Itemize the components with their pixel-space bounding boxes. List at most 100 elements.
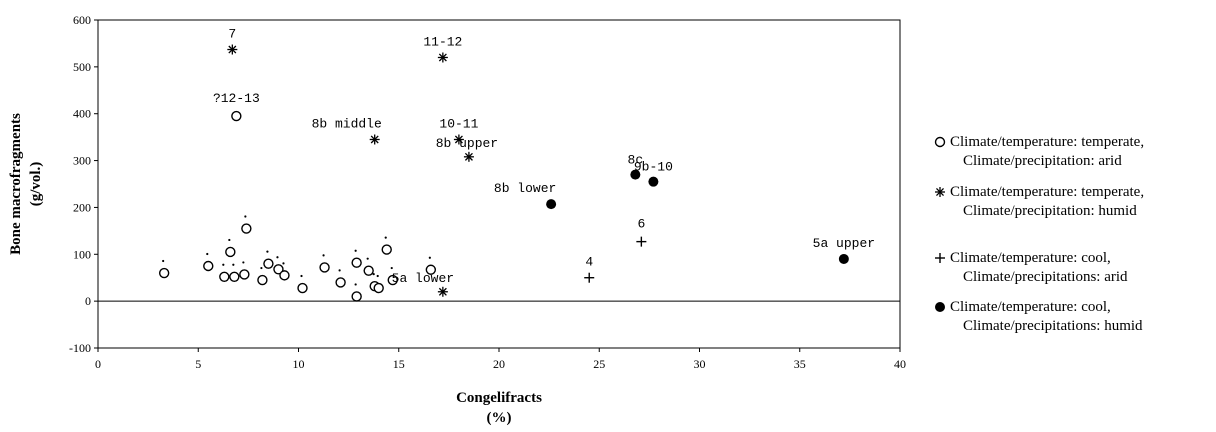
- y-axis-title: Bone macrofragments: [8, 113, 24, 255]
- x-axis-title: Congelifracts: [456, 390, 542, 406]
- point-label-dot: [390, 266, 393, 270]
- point-label: 11-12: [423, 34, 462, 49]
- data-point-temperate-arid: [319, 262, 330, 273]
- data-point-temperate-arid: [229, 271, 240, 282]
- data-points: [158, 44, 849, 302]
- x-tick-label: 30: [694, 357, 706, 371]
- point-label: 9b-10: [634, 160, 673, 175]
- data-point-temperate-arid: [351, 257, 362, 268]
- point-label: 5a lower: [392, 271, 454, 286]
- point-label-dot: [282, 262, 285, 265]
- x-tick-label: 25: [593, 357, 605, 371]
- y-tick-label: 400: [73, 107, 91, 121]
- point-label-dot: [162, 259, 165, 263]
- data-point-temperate-arid: [219, 271, 230, 282]
- x-tick-label: 10: [293, 357, 305, 371]
- data-point-temperate-arid: [335, 277, 346, 288]
- legend-marker-temperate-arid: [934, 136, 946, 148]
- point-labels: ?12-13 7 11-12 8b middle 10-11 8b upper 5a low…: [162, 27, 875, 286]
- legend-item-cool-arid: Climate/temperature: cool, Climate/precip…: [935, 250, 1128, 285]
- point-label-dot: [372, 273, 375, 276]
- data-point-temperate-arid: [425, 264, 437, 275]
- point-label: 8b lower: [494, 181, 556, 196]
- data-point-temperate-arid: [381, 244, 392, 255]
- point-label-dot: [354, 249, 357, 252]
- y-tick-label: -100: [69, 341, 91, 355]
- point-label-dot: [376, 274, 379, 278]
- point-label-dot: [222, 263, 225, 266]
- point-label-dot: [244, 215, 247, 218]
- data-point-temperate-arid: [241, 223, 252, 234]
- point-label-dot: [242, 261, 245, 264]
- legend-item-temperate-arid: Climate/temperature: temperate, Climate/p…: [934, 134, 1144, 169]
- y-tick-label: 0: [85, 294, 91, 308]
- data-point-temperate-arid: [263, 258, 274, 269]
- y-tick-label: 200: [73, 200, 91, 214]
- point-label: 8b middle: [312, 116, 382, 131]
- data-point-temperate-arid: [363, 265, 374, 276]
- legend-item-temperate-humid: Climate/temperature: temperate, Climate/p…: [935, 184, 1144, 219]
- point-label-dot: [366, 257, 369, 260]
- data-point-temperate-arid: [239, 269, 250, 280]
- x-tick-label: 35: [794, 357, 806, 371]
- data-point-cool-arid: [636, 236, 647, 247]
- data-point-temperate-humid: [463, 151, 474, 162]
- y-tick-label: 300: [73, 154, 91, 168]
- point-label-dot: [276, 256, 279, 259]
- point-label: 4: [585, 255, 593, 270]
- point-label-dot: [300, 274, 303, 278]
- data-point-cool-humid: [630, 169, 641, 180]
- legend-marker-temperate-humid: [935, 187, 945, 197]
- legend-label-line1: Climate/temperature: temperate,: [950, 184, 1144, 200]
- data-point-temperate-humid: [437, 52, 448, 63]
- y-axis-unit: (g/vol.): [28, 162, 44, 207]
- data-point-cool-arid: [584, 272, 595, 283]
- data-point-cool-humid: [546, 199, 557, 210]
- legend-label-line2: Climate/precipitations: arid: [963, 269, 1128, 285]
- data-point-temperate-arid: [203, 260, 214, 272]
- data-point-temperate-humid: [227, 44, 238, 55]
- legend-label-line2: Climate/precipitation: arid: [963, 153, 1122, 169]
- data-point-temperate-humid: [453, 134, 464, 145]
- point-label: 10-11: [439, 116, 478, 131]
- data-point-temperate-arid: [158, 267, 170, 279]
- point-label-dot: [338, 269, 341, 272]
- point-label-dot: [428, 256, 431, 259]
- data-point-temperate-arid: [273, 264, 284, 275]
- point-label: 8c: [628, 153, 644, 168]
- x-axis-unit: (%): [487, 410, 512, 426]
- legend-label-line1: Climate/temperature: cool,: [950, 250, 1111, 266]
- point-label: ?12-13: [213, 91, 260, 106]
- legend-label-line2: Climate/precipitation: humid: [963, 203, 1137, 219]
- point-label-dot: [228, 238, 231, 242]
- legend-label-line2: Climate/precipitations: humid: [963, 318, 1143, 334]
- x-tick-label: 40: [894, 357, 906, 371]
- data-point-temperate-humid: [437, 286, 448, 297]
- point-label-dot: [232, 263, 235, 266]
- legend-marker-cool-arid: [935, 253, 945, 263]
- data-point-temperate-arid: [257, 274, 268, 286]
- point-label-dot: [266, 250, 269, 253]
- y-tick-label: 500: [73, 60, 91, 74]
- point-label-dot: [322, 254, 325, 257]
- data-point-temperate-arid: [231, 110, 242, 122]
- point-label-dot: [354, 283, 357, 286]
- data-point-temperate-arid: [387, 274, 398, 286]
- legend: Climate/temperature: temperate, Climate/p…: [934, 134, 1144, 334]
- legend-item-cool-humid: Climate/temperature: cool, Climate/precip…: [935, 299, 1143, 334]
- data-point-cool-humid: [648, 176, 659, 187]
- y-tick-label: 100: [73, 247, 91, 261]
- x-tick-label: 0: [95, 357, 101, 371]
- point-label: 8b upper: [436, 136, 498, 151]
- data-point-temperate-arid: [225, 246, 236, 258]
- data-point-cool-humid: [838, 253, 849, 264]
- point-label: 5a upper: [813, 236, 875, 251]
- data-point-temperate-arid: [297, 282, 308, 294]
- point-label-dot: [206, 252, 209, 256]
- legend-label-line1: Climate/temperature: temperate,: [950, 134, 1144, 150]
- y-tick-label: 600: [73, 13, 91, 27]
- data-point-temperate-humid: [369, 134, 380, 145]
- x-tick-label: 5: [195, 357, 201, 371]
- legend-label-line1: Climate/temperature: cool,: [950, 299, 1111, 315]
